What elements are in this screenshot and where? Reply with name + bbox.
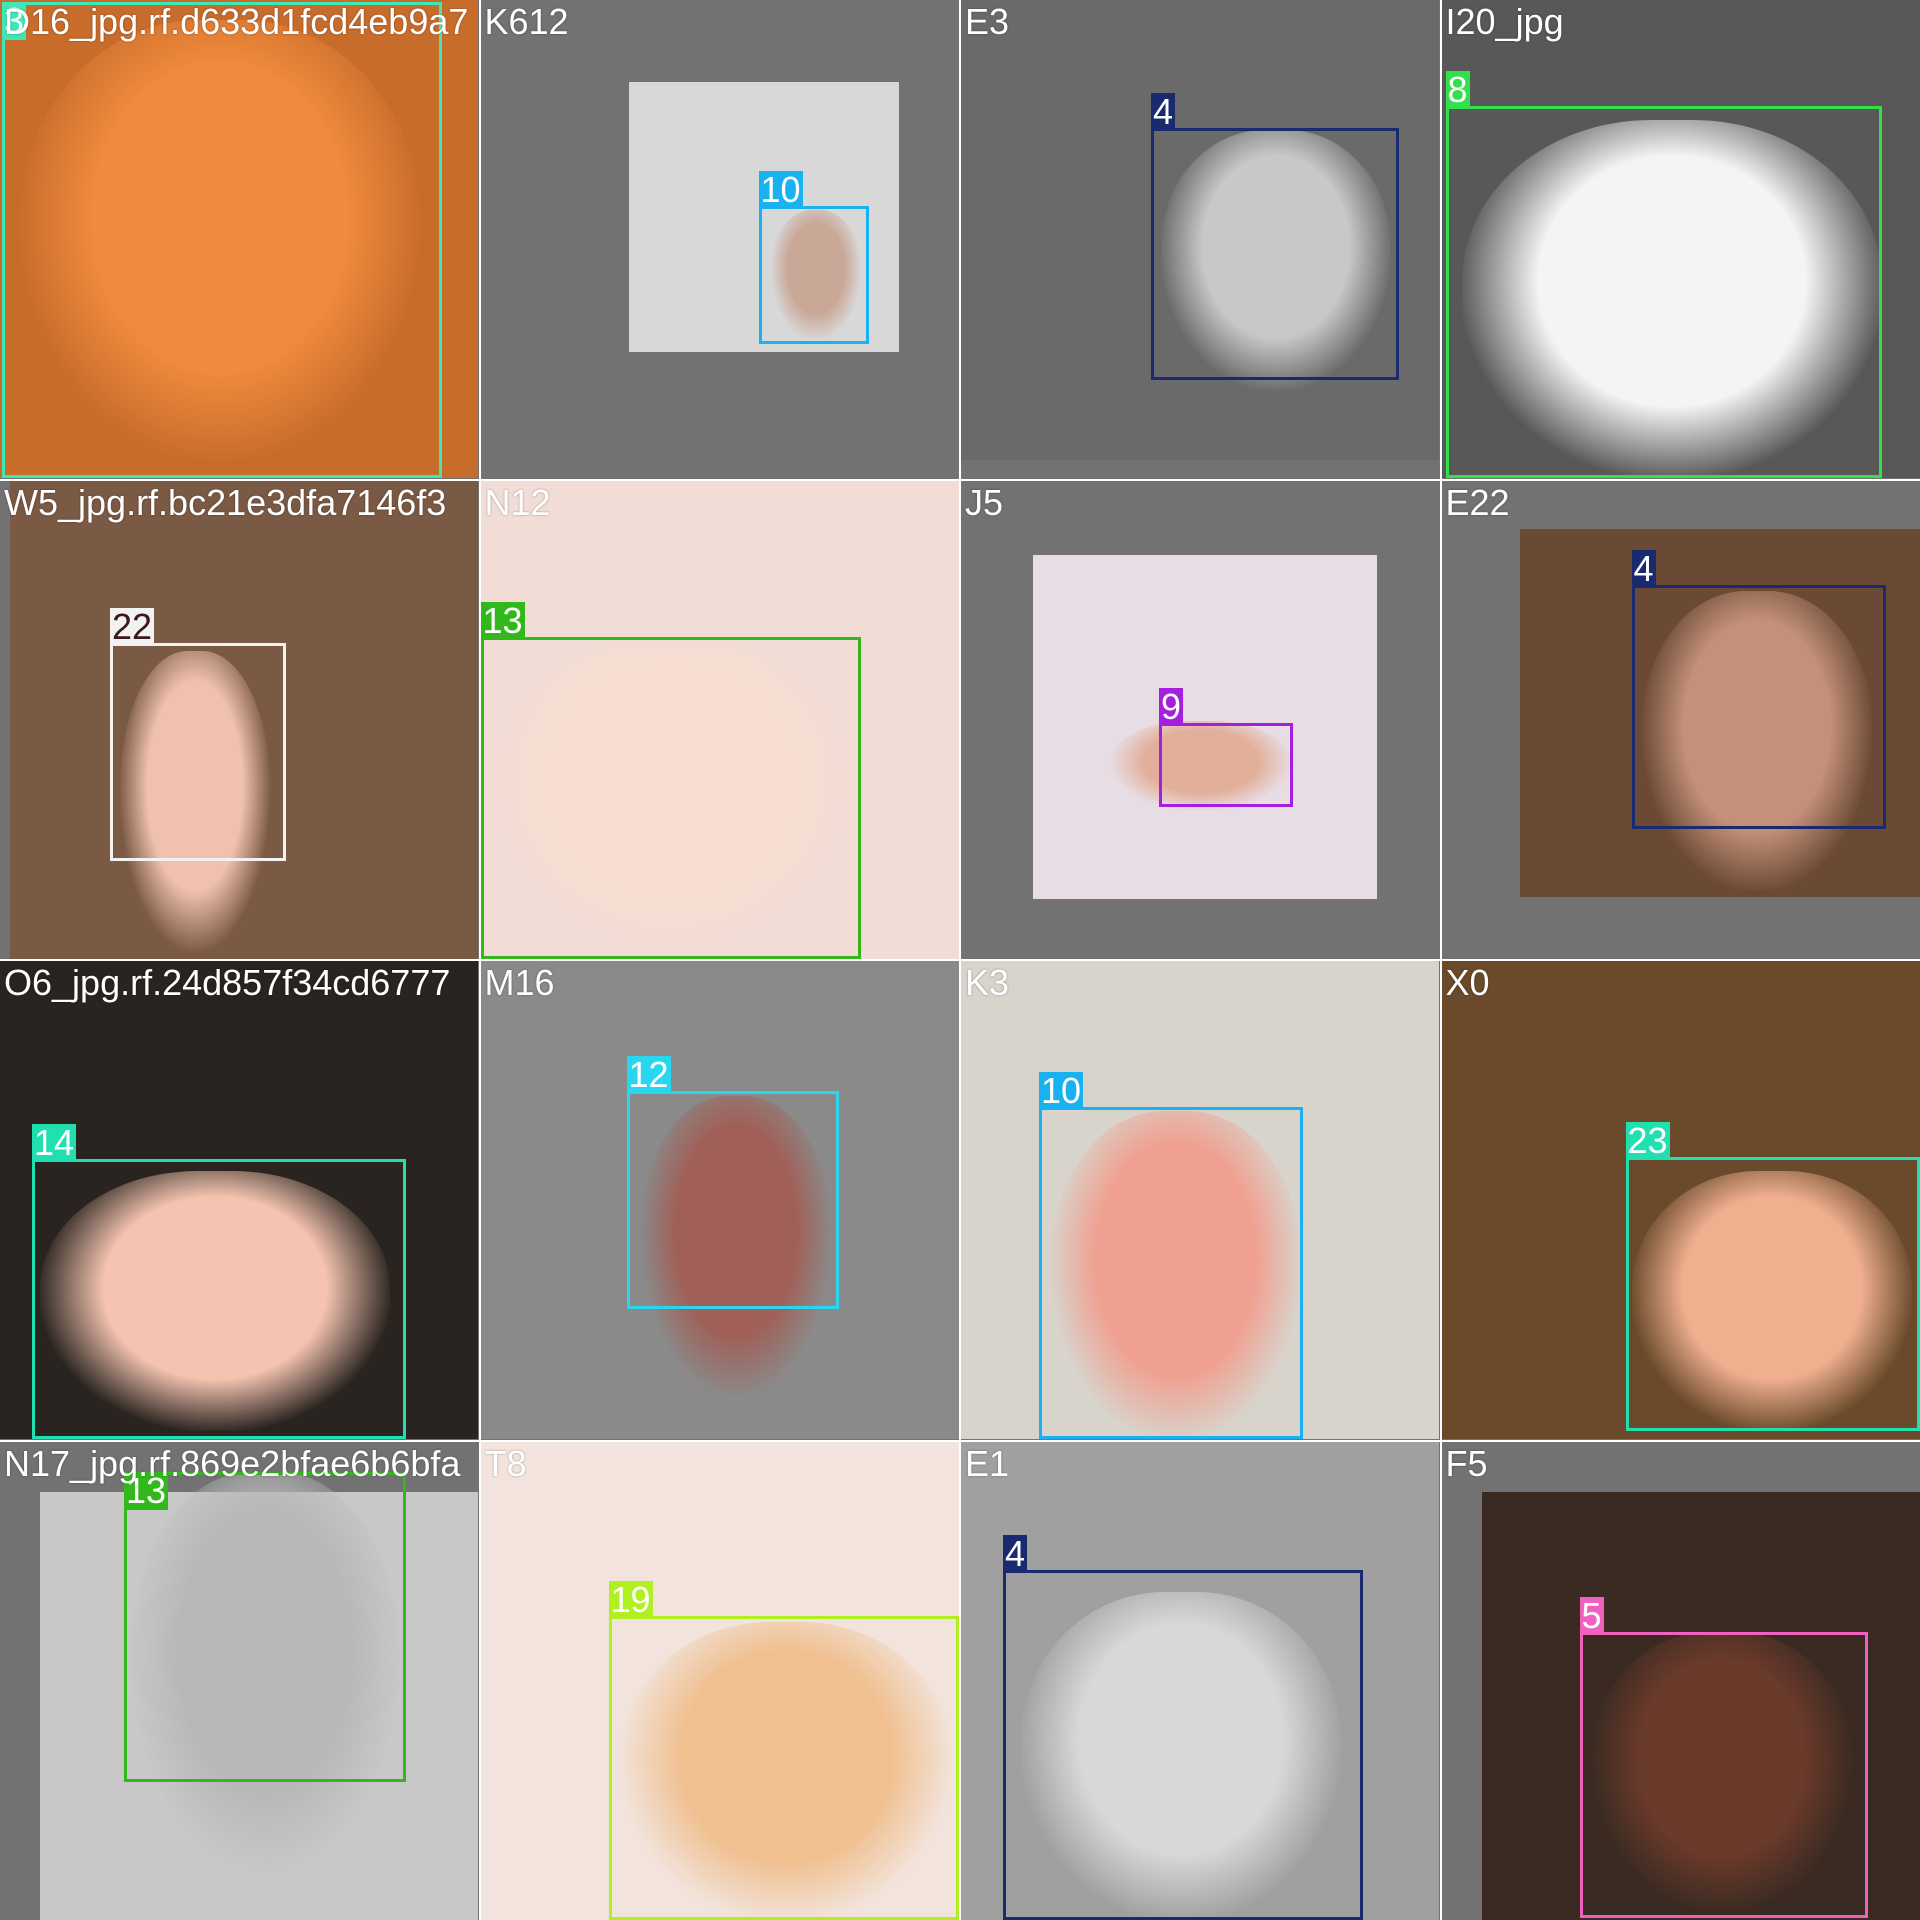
mosaic-tile: 19 T8 <box>481 1442 960 1920</box>
class-label: 4 <box>1632 550 1656 588</box>
bounding-box: 10 <box>759 206 869 344</box>
class-label: 14 <box>32 1124 76 1162</box>
class-label: 12 <box>627 1056 671 1094</box>
class-label: 13 <box>481 602 525 640</box>
bounding-box: 23 <box>1626 1157 1920 1431</box>
mosaic-tile: 10 K3 <box>961 961 1440 1440</box>
mosaic-tile: 4 E22 <box>1442 481 1920 960</box>
tile-filename: M16 <box>485 963 555 1003</box>
mosaic-tile: 8 I20_jpg <box>1442 0 1920 479</box>
class-label: 5 <box>1580 1597 1604 1635</box>
class-label: 22 <box>110 608 154 646</box>
tile-filename: K612 <box>485 2 569 42</box>
mosaic-tile: 22 W5_jpg.rf.bc21e3dfa7146f3 <box>0 481 479 960</box>
mosaic-tile: 5 F5 <box>1442 1442 1920 1920</box>
tile-filename: N12 <box>485 483 551 523</box>
mosaic-tile: 13 N12 <box>481 481 960 960</box>
bounding-box: 10 <box>1039 1107 1303 1439</box>
mosaic-tile: 13 N17_jpg.rf.869e2bfae6b6bfa <box>0 1442 479 1920</box>
class-label: 9 <box>1159 688 1183 726</box>
tile-filename: F5 <box>1446 1444 1488 1484</box>
tile-filename: T8 <box>485 1444 527 1484</box>
class-label: 10 <box>759 171 803 209</box>
bounding-box: 4 <box>1003 1570 1363 1920</box>
mosaic-tile: 12 M16 <box>481 961 960 1440</box>
bounding-box: 13 <box>124 1472 406 1782</box>
mosaic-tile: 9 J5 <box>961 481 1440 960</box>
mosaic-tile: 10 K612 <box>481 0 960 479</box>
tile-filename: E22 <box>1446 483 1510 523</box>
tile-filename: I20_jpg <box>1446 2 1564 42</box>
bounding-box: 13 <box>481 637 861 959</box>
tile-filename: O6_jpg.rf.24d857f34cd6777 <box>4 963 450 1003</box>
tile-filename: N17_jpg.rf.869e2bfae6b6bfa <box>4 1444 460 1484</box>
class-label: 23 <box>1626 1122 1670 1160</box>
mosaic-tile: 14 O6_jpg.rf.24d857f34cd6777 <box>0 961 479 1440</box>
tile-filename: J5 <box>965 483 1003 523</box>
tile-filename: K3 <box>965 963 1009 1003</box>
mosaic-tile: 23 X0 <box>1442 961 1920 1440</box>
bounding-box: 12 <box>627 1091 839 1309</box>
tile-filename: E3 <box>965 2 1009 42</box>
class-label: 4 <box>1151 93 1175 131</box>
tile-filename: X0 <box>1446 963 1490 1003</box>
bounding-box: 5 <box>1580 1632 1868 1918</box>
class-label: 4 <box>1003 1535 1027 1573</box>
bounding-box: 3 <box>2 2 442 478</box>
tile-filename: E1 <box>965 1444 1009 1484</box>
bounding-box: 9 <box>1159 723 1293 807</box>
tile-filename: W5_jpg.rf.bc21e3dfa7146f3 <box>4 483 446 523</box>
mosaic-tile: 4 E3 <box>961 0 1440 479</box>
mosaic-tile: 3 D16_jpg.rf.d633d1fcd4eb9a7 <box>0 0 479 479</box>
tile-filename: D16_jpg.rf.d633d1fcd4eb9a7 <box>4 2 468 42</box>
class-label: 8 <box>1446 71 1470 109</box>
bounding-box: 19 <box>609 1616 959 1920</box>
bounding-box: 8 <box>1446 106 1882 478</box>
bounding-box: 14 <box>32 1159 406 1439</box>
bounding-box: 4 <box>1632 585 1886 829</box>
class-label: 10 <box>1039 1072 1083 1110</box>
class-label: 19 <box>609 1581 653 1619</box>
bounding-box: 4 <box>1151 128 1399 380</box>
bounding-box: 22 <box>110 643 286 861</box>
mosaic-tile: 4 E1 <box>961 1442 1440 1920</box>
